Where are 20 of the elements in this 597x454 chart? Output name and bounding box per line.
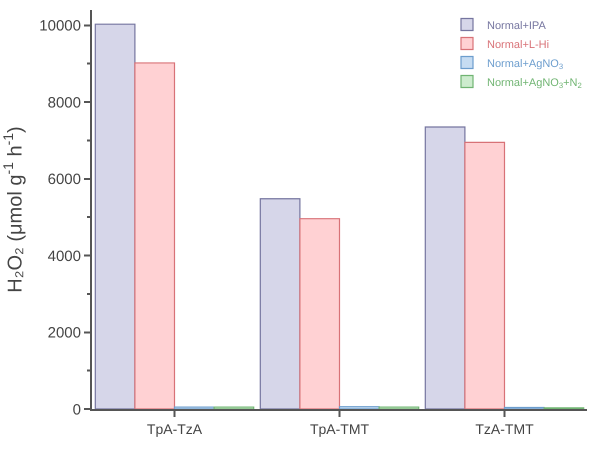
bar <box>299 218 340 409</box>
legend-label: Normal+AgNO$_{3}$+N$_{2}$ <box>487 76 582 90</box>
legend-label: Normal+IPA <box>487 20 546 32</box>
legend-label: Normal+AgNO$_{3}$ <box>487 58 564 72</box>
bar <box>94 24 136 409</box>
y-tick-label: 0 <box>72 401 81 418</box>
y-tick-label: 6000 <box>48 171 81 188</box>
bar <box>424 126 466 409</box>
bar <box>338 406 380 409</box>
y-tick-label: 2000 <box>48 324 81 342</box>
x-tick-label: TpA-TMT <box>310 420 370 437</box>
y-tick-label: 8000 <box>48 94 81 112</box>
y-tick-label: 10000 <box>39 18 81 35</box>
x-tick-label: TpA-TzA <box>146 420 203 437</box>
bar <box>464 142 506 409</box>
bar <box>134 62 176 409</box>
y-tick-label: 4000 <box>48 248 81 265</box>
bar <box>260 198 300 409</box>
x-tick-label: TzA-TMT <box>475 420 534 437</box>
legend-label: Normal+L-Hi <box>487 38 550 51</box>
